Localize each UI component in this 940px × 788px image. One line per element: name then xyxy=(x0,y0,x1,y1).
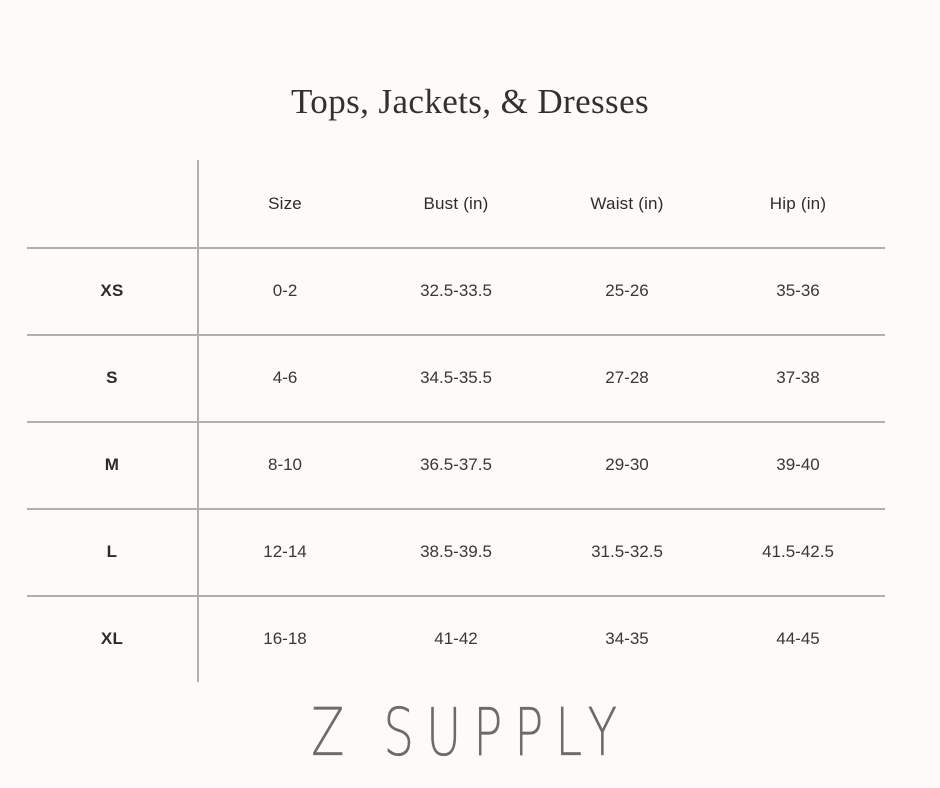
row-size-value: 16-18 xyxy=(263,629,307,648)
row-waist-value: 25-26 xyxy=(605,281,649,300)
row-size-label: S xyxy=(106,368,118,387)
row-hip-value: 44-45 xyxy=(776,629,820,648)
row-size-label: M xyxy=(104,455,120,474)
size-chart-table: Size Bust (in) Waist (in) Hip (in) XS 0-… xyxy=(0,160,940,685)
row-size-value: 12-14 xyxy=(263,542,307,561)
row-size-label: L xyxy=(106,542,118,561)
row-bust-value: 32.5-33.5 xyxy=(420,281,492,300)
row-hip-value: 41.5-42.5 xyxy=(762,542,834,561)
header-size: Size xyxy=(268,194,302,213)
table-row: XS 0-2 32.5-33.5 25-26 35-36 xyxy=(0,247,940,335)
header-bust: Bust (in) xyxy=(423,194,489,213)
page-title: Tops, Jackets, & Dresses xyxy=(290,82,650,121)
row-bust-value: 41-42 xyxy=(434,629,478,648)
row-size-value: 8-10 xyxy=(267,455,303,474)
row-size-label: XL xyxy=(100,629,124,648)
row-waist-value: 27-28 xyxy=(605,368,649,387)
row-divider xyxy=(27,421,885,423)
row-bust-value: 38.5-39.5 xyxy=(420,542,492,561)
header-size-label xyxy=(27,160,197,248)
row-hip-value: 37-38 xyxy=(776,368,820,387)
table-row: L 12-14 38.5-39.5 31.5-32.5 41.5-42.5 xyxy=(0,508,940,596)
row-hip-value: 39-40 xyxy=(776,455,820,474)
header-hip: Hip (in) xyxy=(769,194,827,213)
row-waist-value: 29-30 xyxy=(605,455,649,474)
row-size-label: XS xyxy=(100,281,124,300)
row-size-value: 0-2 xyxy=(272,281,298,300)
row-divider xyxy=(27,508,885,510)
table-row: XL 16-18 41-42 34-35 44-45 xyxy=(0,595,940,683)
row-divider xyxy=(27,247,885,249)
brand-logo: Z SUPPLY xyxy=(311,694,629,771)
header-waist: Waist (in) xyxy=(590,194,664,213)
row-size-value: 4-6 xyxy=(272,368,298,387)
table-header-row: Size Bust (in) Waist (in) Hip (in) xyxy=(0,160,940,248)
table-row: M 8-10 36.5-37.5 29-30 39-40 xyxy=(0,421,940,509)
row-bust-value: 34.5-35.5 xyxy=(420,368,492,387)
row-hip-value: 35-36 xyxy=(776,281,820,300)
row-divider xyxy=(27,595,885,597)
row-waist-value: 34-35 xyxy=(605,629,649,648)
row-bust-value: 36.5-37.5 xyxy=(420,455,492,474)
row-waist-value: 31.5-32.5 xyxy=(591,542,663,561)
table-row: S 4-6 34.5-35.5 27-28 37-38 xyxy=(0,334,940,422)
row-divider xyxy=(27,334,885,336)
